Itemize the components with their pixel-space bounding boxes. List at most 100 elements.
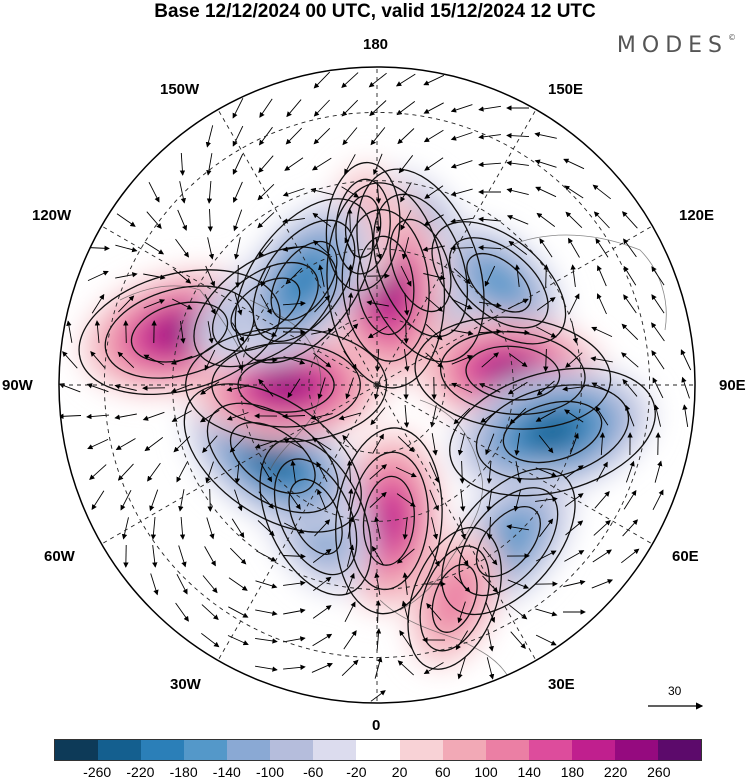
wind-vector xyxy=(256,550,277,562)
wind-vector xyxy=(431,517,439,540)
colorbar-segment xyxy=(485,740,529,760)
wind-vector xyxy=(207,237,215,260)
wind-vector xyxy=(87,438,109,450)
wind-vector xyxy=(625,404,635,427)
wind-vector xyxy=(571,321,579,344)
wind-vector xyxy=(594,491,610,509)
wind-vector xyxy=(343,350,357,370)
wind-vector xyxy=(423,662,444,674)
wind-vector xyxy=(370,407,386,426)
wind-vector xyxy=(564,493,584,507)
lon-label-150e: 150E xyxy=(548,81,584,98)
wind-vector xyxy=(402,572,408,595)
wind-vector xyxy=(311,157,332,171)
wind-vector xyxy=(425,296,443,312)
wind-vector xyxy=(482,575,499,593)
wind-vector xyxy=(401,600,410,623)
wind-vector xyxy=(91,293,105,314)
wind-vector xyxy=(506,132,530,139)
wind-vector xyxy=(509,604,528,620)
height-contour xyxy=(230,277,301,337)
wind-vector xyxy=(342,127,358,146)
wind-vector xyxy=(507,381,528,395)
wind-vector xyxy=(536,212,556,227)
wind-vector xyxy=(282,188,305,197)
wind-vector xyxy=(536,380,555,396)
wind-vector xyxy=(260,462,273,483)
wind-vector xyxy=(485,433,495,456)
wind-vector xyxy=(450,104,473,113)
wind-vector xyxy=(593,211,610,229)
wind-vector xyxy=(375,208,381,232)
wind-vector xyxy=(341,186,360,198)
lon-label-120w: 120W xyxy=(32,207,72,224)
anomaly-level xyxy=(284,257,324,305)
height-contour xyxy=(465,345,561,401)
wind-vector xyxy=(595,405,609,426)
wind-vector xyxy=(311,328,334,335)
height-contour xyxy=(234,198,374,364)
wind-vector xyxy=(429,461,440,483)
wind-vector xyxy=(424,157,444,171)
wind-vector xyxy=(316,461,328,483)
wind-vector xyxy=(177,209,188,231)
height-contour xyxy=(130,301,229,363)
wind-vector xyxy=(115,244,138,253)
wind-vectors xyxy=(59,71,692,702)
height-contour xyxy=(259,437,372,596)
wind-vector xyxy=(510,631,526,649)
wind-vector xyxy=(622,519,639,537)
meridian-line xyxy=(101,384,378,545)
wind-vector xyxy=(229,547,247,565)
wind-vector xyxy=(451,329,474,336)
height-contour xyxy=(448,237,549,329)
wind-vector xyxy=(401,237,410,260)
wind-vector xyxy=(347,208,353,232)
wind-vector xyxy=(654,460,663,483)
wind-vector xyxy=(282,300,306,307)
height-contour xyxy=(441,468,576,616)
wind-vector xyxy=(178,489,185,512)
wind-vector xyxy=(207,208,213,232)
wind-vector xyxy=(508,240,528,255)
wind-vector xyxy=(398,155,414,174)
colorbar-tick-label: 100 xyxy=(474,764,498,780)
wind-vector xyxy=(457,657,466,680)
wind-vector xyxy=(425,323,443,341)
height-contour xyxy=(362,475,415,566)
wind-vector xyxy=(482,547,498,566)
wind-vector xyxy=(569,432,579,455)
wind-vector xyxy=(176,573,188,595)
colorbar-segment xyxy=(270,740,314,760)
lon-label-30e: 30E xyxy=(548,676,575,693)
wind-vector xyxy=(596,461,608,482)
height-contour xyxy=(356,235,415,336)
wind-vector xyxy=(535,550,557,562)
lon-label-120e: 120E xyxy=(679,207,715,224)
colorbar-segment xyxy=(55,740,99,760)
wind-vector xyxy=(255,637,278,644)
wind-vector xyxy=(681,376,690,399)
wind-vector xyxy=(621,352,639,368)
wind-vector xyxy=(115,438,136,450)
wind-vector xyxy=(370,690,386,702)
wind-vector xyxy=(515,461,522,484)
wind-vector xyxy=(591,326,613,338)
wind-vector xyxy=(568,293,580,315)
height-contour xyxy=(419,545,490,652)
wind-vector xyxy=(564,409,584,423)
wind-vector xyxy=(311,662,333,673)
wind-vector xyxy=(313,127,331,145)
wind-vector xyxy=(453,575,471,593)
wind-vector xyxy=(312,437,332,451)
wind-vector xyxy=(404,293,410,316)
wind-vector xyxy=(565,211,583,229)
height-contour xyxy=(502,400,603,464)
wind-vector xyxy=(514,264,520,287)
wind-vector xyxy=(287,490,301,510)
wind-vector xyxy=(535,186,557,198)
colorbar-tick-label: 180 xyxy=(560,764,585,780)
wind-vector xyxy=(622,378,638,397)
anomaly-level xyxy=(475,261,522,305)
